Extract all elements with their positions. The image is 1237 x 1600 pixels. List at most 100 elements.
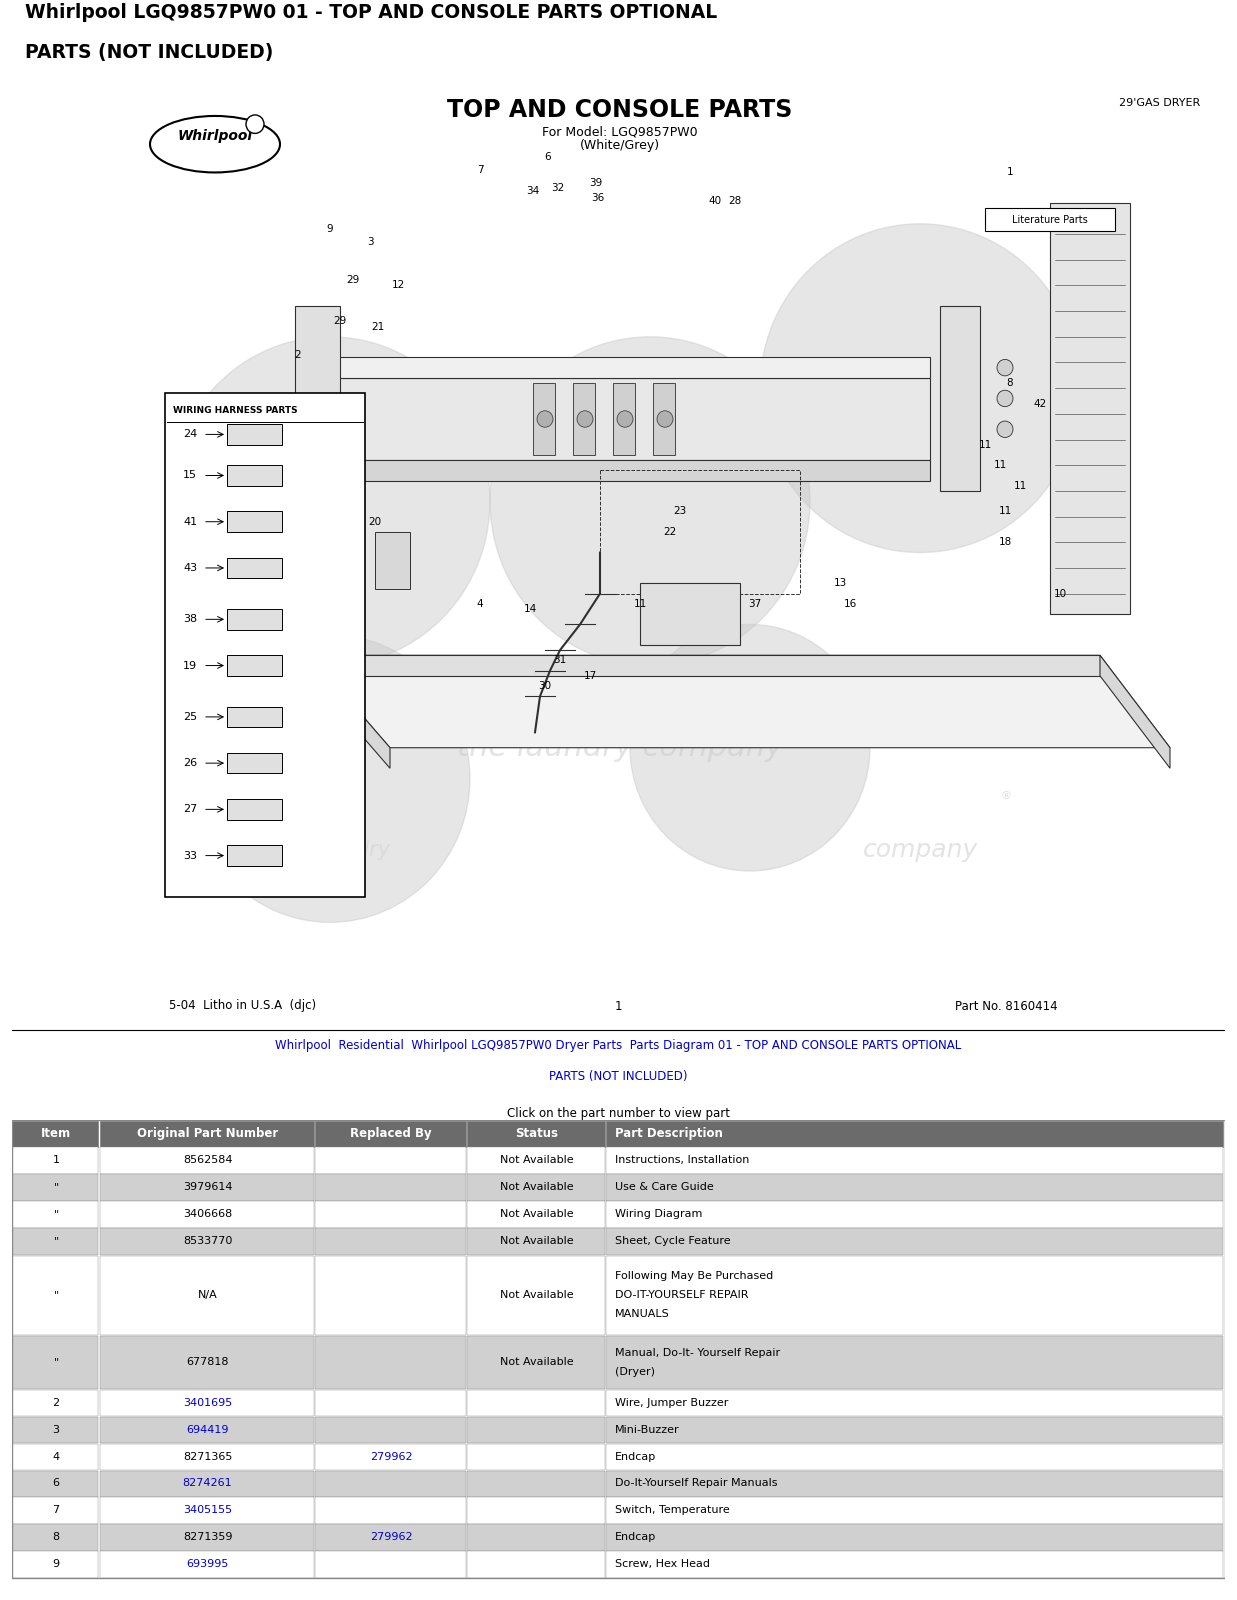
Text: 29: 29 [346, 275, 360, 285]
Text: Endcap: Endcap [615, 1533, 656, 1542]
Text: 8562584: 8562584 [183, 1155, 233, 1165]
Bar [228, 707, 282, 726]
Text: 13: 13 [834, 578, 846, 589]
Text: Whirlpool: Whirlpool [177, 130, 252, 142]
Text: Click on the part number to view part: Click on the part number to view part [507, 1107, 730, 1120]
Text: 33: 33 [183, 851, 197, 861]
Text: 11: 11 [978, 440, 992, 450]
Polygon shape [294, 306, 340, 491]
Text: ": " [53, 1237, 58, 1246]
Text: 4: 4 [52, 1451, 59, 1461]
Circle shape [997, 421, 1013, 437]
Bar [12, 1470, 99, 1498]
Text: 8533770: 8533770 [183, 1237, 233, 1246]
Bar [12, 1336, 99, 1389]
Bar [228, 754, 282, 773]
Bar [466, 1229, 605, 1254]
Bar [228, 845, 282, 866]
Bar [228, 610, 282, 629]
Text: Following May Be Purchased: Following May Be Purchased [615, 1270, 773, 1280]
Text: 31: 31 [553, 656, 567, 666]
Text: 28: 28 [729, 197, 742, 206]
Bar [100, 1336, 314, 1389]
Circle shape [490, 338, 810, 666]
Bar [228, 558, 282, 578]
Bar [12, 1174, 99, 1200]
Bar [228, 424, 282, 445]
Text: ": " [53, 1357, 58, 1368]
Text: 677818: 677818 [187, 1357, 229, 1368]
Bar [606, 1552, 1223, 1578]
Text: 9: 9 [327, 224, 333, 234]
Bar [606, 1174, 1223, 1200]
Text: Not Available: Not Available [500, 1155, 574, 1165]
Circle shape [997, 360, 1013, 376]
Text: the laundry company: the laundry company [456, 733, 783, 762]
Text: 4: 4 [476, 598, 484, 610]
Text: 43: 43 [183, 563, 197, 573]
Text: Mini-Buzzer: Mini-Buzzer [615, 1424, 679, 1435]
Text: 11: 11 [633, 598, 647, 610]
Bar [533, 382, 555, 454]
Bar [653, 382, 675, 454]
Text: 1: 1 [1007, 168, 1013, 178]
Text: 19: 19 [183, 661, 197, 670]
Polygon shape [940, 306, 980, 491]
Bar [606, 1336, 1223, 1389]
Text: Screw, Hex Head: Screw, Hex Head [615, 1560, 710, 1570]
Bar [100, 1390, 314, 1416]
Circle shape [169, 338, 490, 666]
Text: Replaced By: Replaced By [350, 1126, 432, 1139]
Bar [315, 1122, 466, 1147]
Bar [315, 1229, 466, 1254]
Bar [606, 1470, 1223, 1498]
Bar [466, 1443, 605, 1470]
Text: 39: 39 [589, 178, 602, 187]
Text: 29'GAS DRYER: 29'GAS DRYER [1119, 99, 1201, 109]
Text: 8: 8 [52, 1533, 59, 1542]
Text: WIRING HARNESS PARTS: WIRING HARNESS PARTS [173, 406, 298, 414]
Text: ": " [53, 1290, 58, 1301]
Polygon shape [335, 357, 930, 378]
Bar [315, 1443, 466, 1470]
Text: TOP AND CONSOLE PARTS: TOP AND CONSOLE PARTS [448, 99, 793, 123]
Bar [614, 382, 635, 454]
Text: 279962: 279962 [370, 1451, 412, 1461]
Bar [315, 1390, 466, 1416]
Text: 41: 41 [183, 517, 197, 526]
Ellipse shape [150, 115, 280, 173]
Bar [12, 1498, 99, 1523]
Text: Do-It-Yourself Repair Manuals: Do-It-Yourself Repair Manuals [615, 1478, 777, 1488]
Bar [100, 1256, 314, 1336]
Bar [315, 1416, 466, 1443]
Bar [315, 1498, 466, 1523]
Bar [606, 1443, 1223, 1470]
Bar [606, 1416, 1223, 1443]
Bar [466, 1525, 605, 1550]
Text: 21: 21 [371, 322, 385, 331]
Text: Use & Care Guide: Use & Care Guide [615, 1182, 714, 1192]
Text: 3406668: 3406668 [183, 1210, 233, 1219]
Text: 26: 26 [183, 758, 197, 768]
Text: 693995: 693995 [187, 1560, 229, 1570]
Text: Literature Parts: Literature Parts [1012, 214, 1087, 224]
Bar [466, 1336, 605, 1389]
Text: 24: 24 [183, 429, 197, 440]
Text: 15: 15 [183, 470, 197, 480]
Bar [100, 1552, 314, 1578]
Text: Not Available: Not Available [500, 1210, 574, 1219]
Text: Not Available: Not Available [500, 1237, 574, 1246]
Text: 27: 27 [183, 805, 197, 814]
Text: 6: 6 [52, 1478, 59, 1488]
Text: PARTS (NOT INCLUDED): PARTS (NOT INCLUDED) [549, 1070, 688, 1083]
Bar [606, 1498, 1223, 1523]
Text: 11: 11 [998, 507, 1012, 517]
Text: 38: 38 [183, 614, 197, 624]
Bar [466, 1174, 605, 1200]
Bar [228, 512, 282, 531]
Text: (Dryer): (Dryer) [615, 1366, 654, 1378]
Bar [606, 1122, 1223, 1147]
Bar [12, 1552, 99, 1578]
Text: Status: Status [515, 1126, 558, 1139]
Text: 3: 3 [366, 237, 374, 248]
